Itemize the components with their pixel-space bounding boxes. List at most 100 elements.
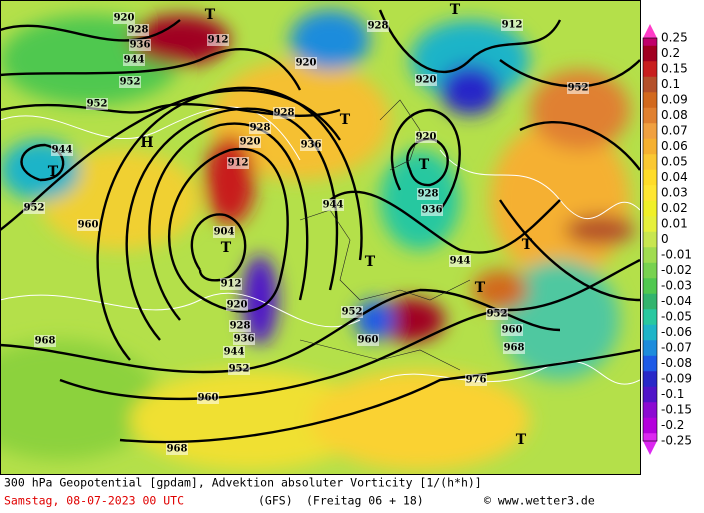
contour-label: 944 bbox=[450, 256, 471, 267]
contour-label-bg bbox=[213, 226, 235, 238]
contour-label-bg bbox=[421, 204, 443, 216]
contour-label: 960 bbox=[198, 393, 219, 404]
colorbar-label: 0.25 bbox=[661, 31, 688, 45]
colorbar-label: -0.02 bbox=[661, 263, 692, 277]
contour-label: 912 bbox=[221, 279, 242, 290]
colorbar-segment bbox=[643, 340, 657, 357]
contour-label-bg bbox=[166, 443, 188, 455]
colorbar-segment bbox=[643, 293, 657, 310]
contour-label-bg bbox=[197, 392, 219, 404]
colorbar-segment bbox=[643, 216, 657, 233]
contour-label-bg bbox=[415, 74, 437, 86]
contour-label: 928 bbox=[250, 123, 271, 134]
colorbar-label: -0.05 bbox=[661, 310, 692, 324]
colorbar-segment bbox=[643, 231, 657, 248]
colorbar-label: 0.09 bbox=[661, 93, 688, 107]
colorbar-segment bbox=[643, 92, 657, 109]
contour-label: 960 bbox=[358, 335, 379, 346]
contour-label: 944 bbox=[224, 347, 245, 358]
contour-label-bg bbox=[228, 363, 250, 375]
contour-label-bg bbox=[229, 320, 251, 332]
pressure-center-label: T bbox=[340, 112, 351, 128]
colorbar-segment bbox=[643, 309, 657, 326]
contour-label-bg bbox=[34, 335, 56, 347]
contour-label: 920 bbox=[114, 13, 135, 24]
contour-label: 904 bbox=[214, 227, 235, 238]
colorbar-segment bbox=[643, 433, 657, 442]
contour-label: 952 bbox=[87, 99, 108, 110]
contour-label-bg bbox=[220, 278, 242, 290]
colorbar-segment bbox=[643, 200, 657, 217]
colorbar-segment bbox=[643, 262, 657, 279]
contour-label-bg bbox=[503, 342, 525, 354]
contour-label-bg bbox=[119, 76, 141, 88]
contour-label-bg bbox=[367, 20, 389, 32]
contour-label-bg bbox=[249, 122, 271, 134]
colorbar-segment bbox=[643, 107, 657, 124]
contour-label-bg bbox=[465, 374, 487, 386]
contour-label-bg bbox=[417, 188, 439, 200]
contour-label-bg bbox=[51, 144, 73, 156]
colorbar-label: -0.1 bbox=[661, 387, 684, 401]
colorbar-segment bbox=[643, 138, 657, 155]
colorbar-segment bbox=[643, 76, 657, 93]
contour-label-bg bbox=[415, 131, 437, 143]
contour-label-bg bbox=[567, 82, 589, 94]
contour-label-bg bbox=[127, 24, 149, 36]
colorbar-label: -0.01 bbox=[661, 248, 692, 262]
contour-label-bg bbox=[449, 255, 471, 267]
contour-label: 960 bbox=[78, 220, 99, 231]
pressure-center-label: H bbox=[140, 135, 153, 151]
colorbar-segment bbox=[643, 402, 657, 419]
contour-label: 944 bbox=[52, 145, 73, 156]
contour-label: 952 bbox=[487, 309, 508, 320]
contour-label: 920 bbox=[240, 137, 261, 148]
colorbar-segment bbox=[643, 386, 657, 403]
contour-label-bg bbox=[486, 308, 508, 320]
colorbar-segment bbox=[643, 247, 657, 264]
footer-run: (Freitag 06 + 18) bbox=[306, 494, 424, 508]
contour-label-bg bbox=[226, 299, 248, 311]
colorbar-segment bbox=[643, 38, 657, 47]
pressure-center-label: T bbox=[205, 7, 216, 23]
colorbar-label: -0.03 bbox=[661, 279, 692, 293]
contour-label: 960 bbox=[502, 325, 523, 336]
colorbar-label: 0 bbox=[661, 232, 669, 246]
contour-label: 928 bbox=[274, 108, 295, 119]
colorbar-segment bbox=[643, 324, 657, 341]
colorbar-frame bbox=[642, 37, 658, 442]
contour-label: 976 bbox=[466, 375, 487, 386]
contour-label: 928 bbox=[128, 25, 149, 36]
footer-model: (GFS) bbox=[258, 494, 293, 508]
contour-label-bg bbox=[239, 136, 261, 148]
contour-label: 928 bbox=[230, 321, 251, 332]
contour-label: 928 bbox=[368, 21, 389, 32]
colorbar-label: -0.15 bbox=[661, 403, 692, 417]
contour-label-bg bbox=[501, 19, 523, 31]
colorbar-label: -0.06 bbox=[661, 325, 692, 339]
contour-label-bg bbox=[129, 39, 151, 51]
colorbar-label: -0.25 bbox=[661, 434, 692, 448]
contour-label-bg bbox=[322, 199, 344, 211]
colorbar-label: 0.03 bbox=[661, 186, 688, 200]
contour-label: 936 bbox=[422, 205, 443, 216]
footer-source: © www.wetter3.de bbox=[484, 494, 595, 508]
contour-label: 968 bbox=[504, 343, 525, 354]
colorbar-segment bbox=[643, 154, 657, 171]
contour-label-bg bbox=[77, 219, 99, 231]
colorbar-label: 0.05 bbox=[661, 155, 688, 169]
colorbar-segment bbox=[643, 355, 657, 372]
contour-label: 912 bbox=[228, 158, 249, 169]
contour-label: 968 bbox=[35, 336, 56, 347]
contour-label-bg bbox=[113, 12, 135, 24]
colorbar-top-arrow bbox=[643, 24, 657, 38]
pressure-center-label: T bbox=[450, 2, 461, 18]
contour-label: 952 bbox=[568, 83, 589, 94]
colorbar-label: -0.04 bbox=[661, 294, 692, 308]
contour-label-bg bbox=[223, 346, 245, 358]
colorbar-segment bbox=[643, 185, 657, 202]
footer-title: 300 hPa Geopotential [gpdam], Advektion … bbox=[4, 476, 482, 490]
contour-label-bg bbox=[357, 334, 379, 346]
footer-date: Samstag, 08-07-2023 00 UTC bbox=[4, 494, 184, 508]
